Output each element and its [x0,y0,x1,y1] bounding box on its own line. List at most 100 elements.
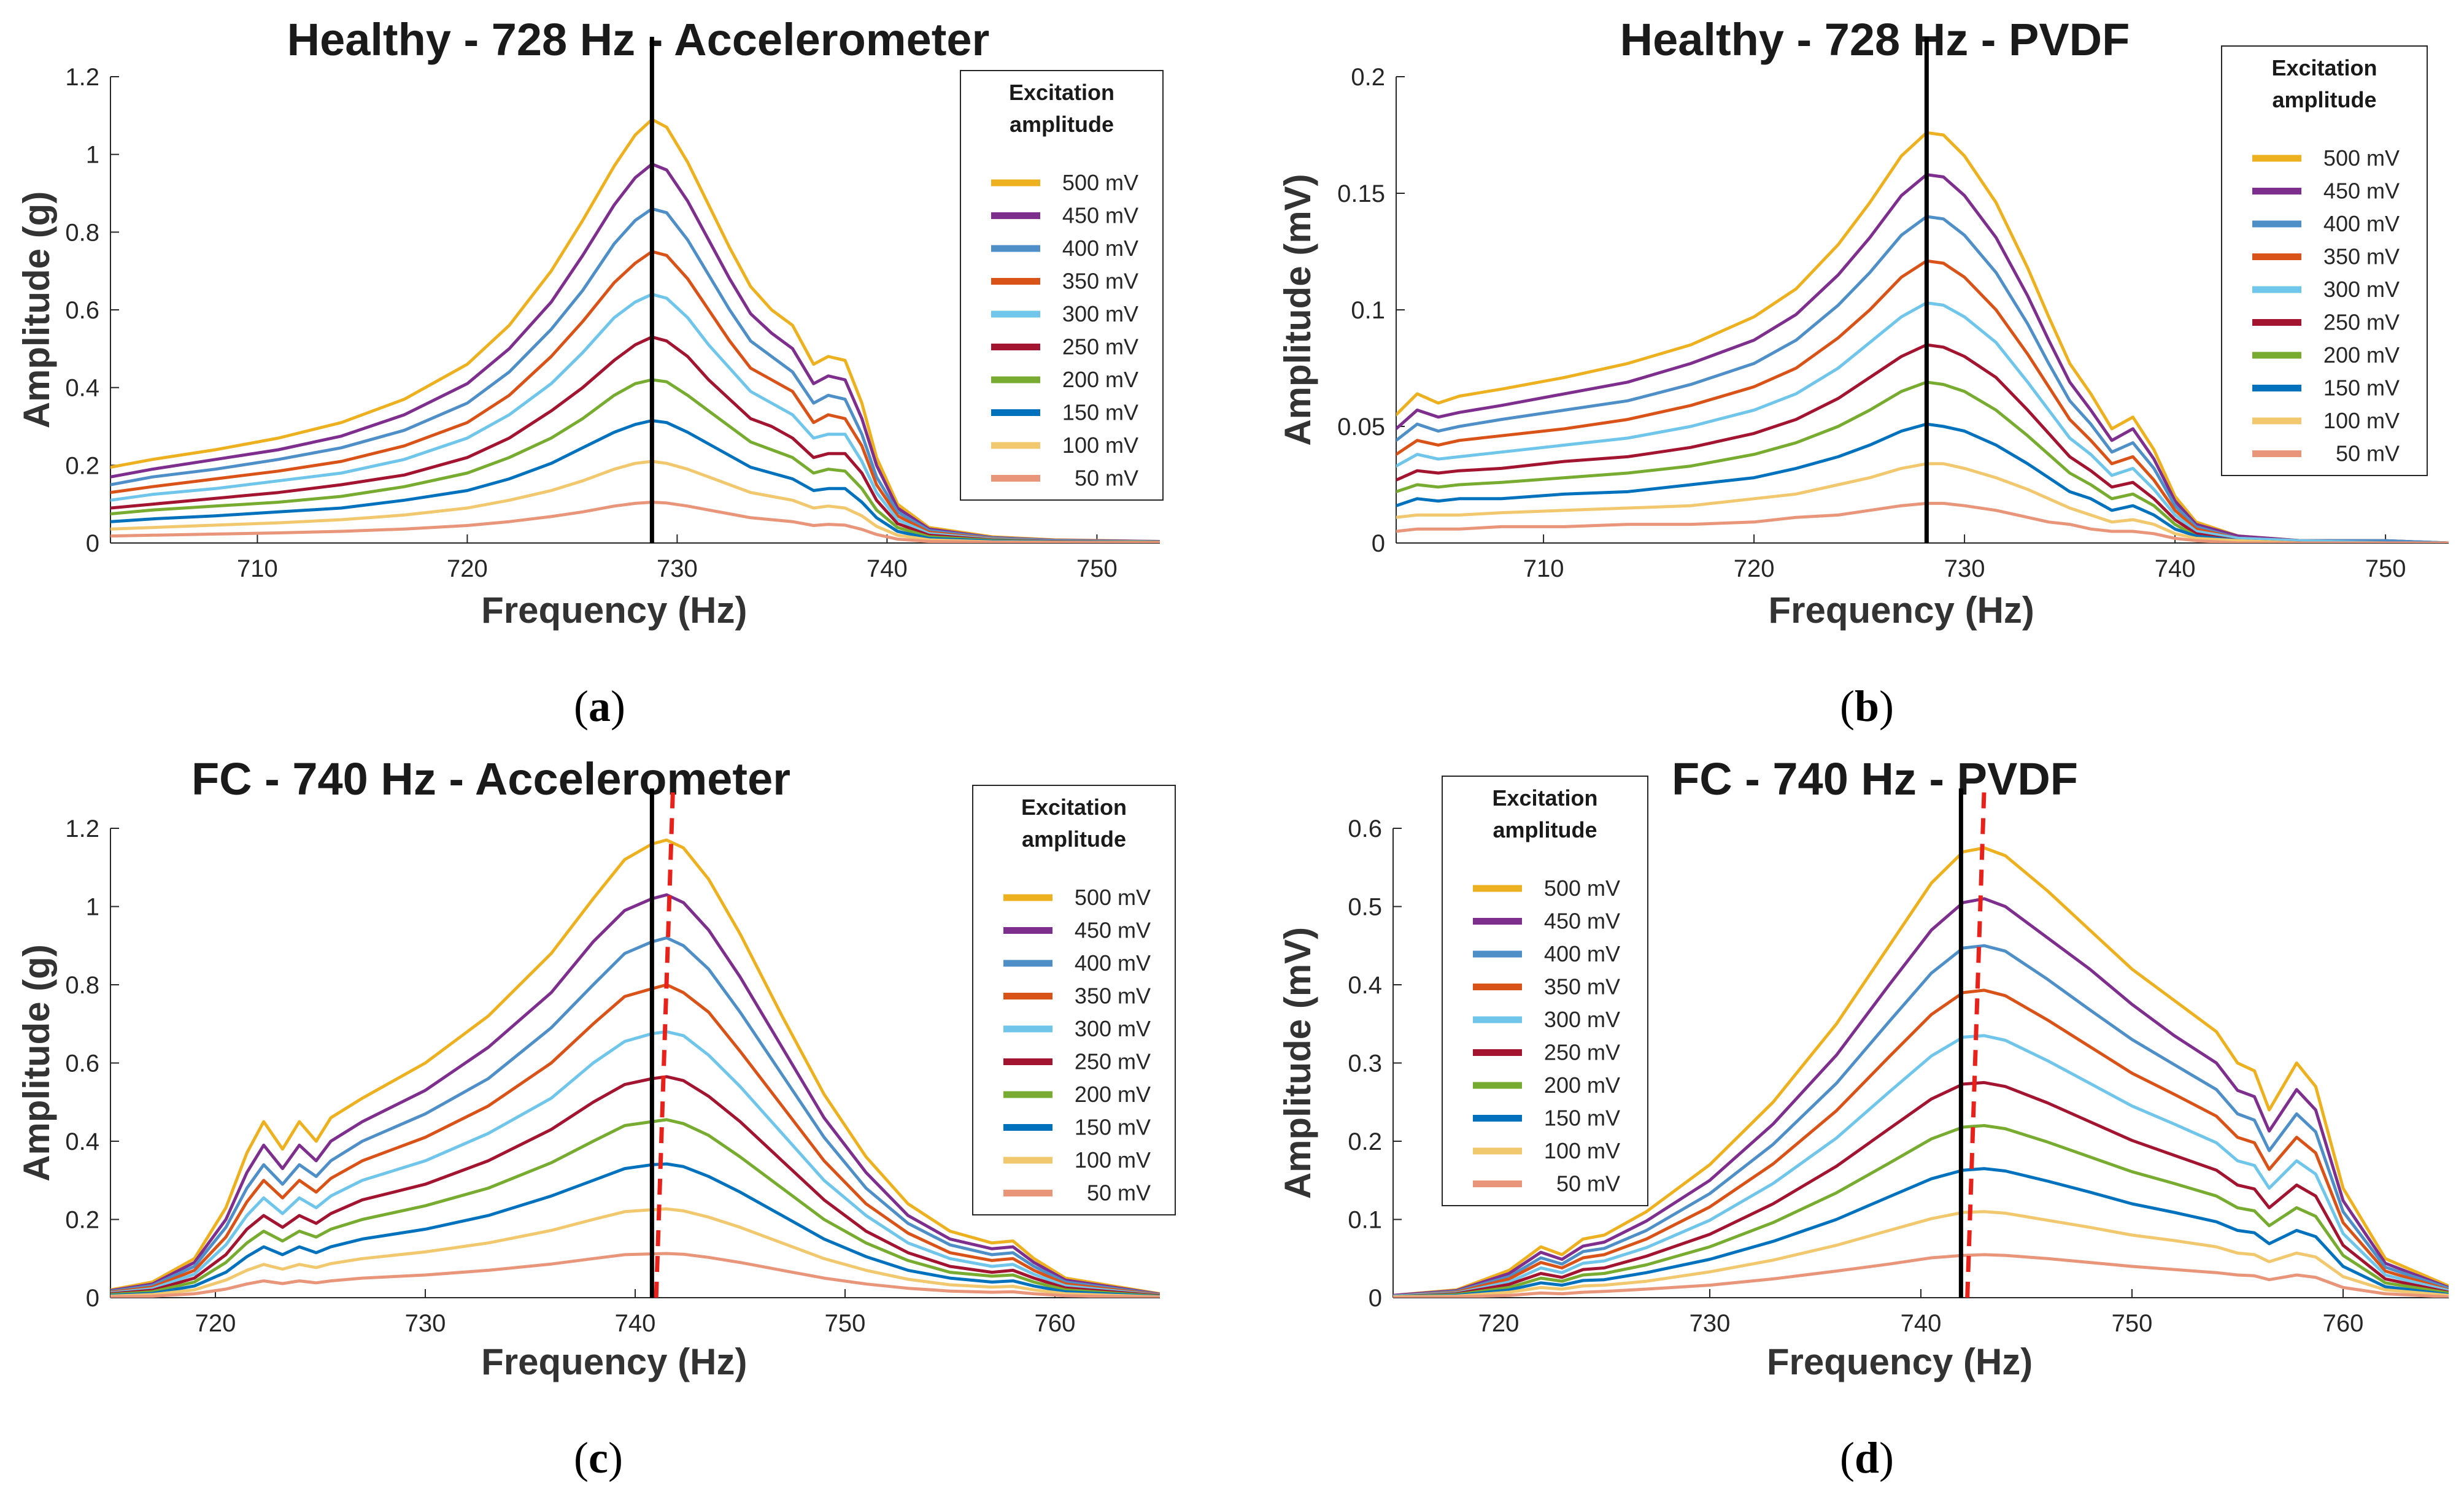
series-line-150mv [1396,422,2449,543]
y-tick-label: 0.8 [65,972,99,999]
legend-entry: 250 mV [1062,334,1138,360]
x-axis-label: Frequency (Hz) [1769,590,2034,631]
y-tick-label: 0.2 [1348,1128,1382,1155]
series-line-400mv [1393,944,2449,1298]
x-axis-label: Frequency (Hz) [481,590,747,631]
x-tick-label: 720 [1478,1310,1520,1337]
legend-entry: 450 mV [1544,909,1620,934]
series-line-450mv [1393,897,2449,1297]
legend-entry: 150 mV [1075,1115,1151,1140]
y-tick-label: 0.4 [1348,972,1382,999]
x-tick-label: 740 [2155,555,2196,582]
chart-b-svg: Healthy - 728 Hz - PVDF 0 0.05 0.1 0.15 0.2 71… [1277,14,2449,631]
legend-entry: 500 mV [1075,885,1151,910]
series-line-250mv [110,335,1160,543]
legend-entry: 250 mV [1075,1049,1151,1074]
caption-a: (a) [574,682,625,731]
chart-panel-a: Healthy - 728 Hz - Accelerometer 0 0.2 0.4 0… [0,0,1221,752]
legend-entry: 400 mV [1062,236,1138,261]
legend-entry: 350 mV [2323,244,2400,269]
caption-c: (c) [574,1433,623,1482]
y-tick-label: 0 [86,1285,99,1312]
x-tick-label: 750 [825,1310,866,1337]
y-axis-label: Amplitude (g) [16,944,57,1182]
legend-entry: 150 mV [1544,1106,1620,1131]
series-line-400mv [1396,215,2449,543]
series-line-150mv [1393,1167,2449,1298]
y-tick-label: 0.15 [1337,180,1385,207]
y-tick-label: 0.2 [65,452,99,479]
y-tick-label: 1 [86,142,99,169]
series-line-50mv [110,501,1160,543]
y-tick-label: 0.05 [1337,414,1385,441]
y-tick-label: 0.8 [65,219,99,246]
legend-entry: 500 mV [2323,145,2400,171]
series-line-50mv [1396,501,2449,543]
series-line-450mv [1396,173,2449,543]
legend-box [1442,776,1648,1206]
y-tick-label: 0.2 [1351,64,1385,91]
caption-b: (b) [1840,682,1894,731]
y-tick-label: 0.6 [1348,815,1382,842]
x-tick-label: 710 [237,555,278,582]
legend-title: Excitation [1492,785,1597,811]
y-tick-label: 1 [86,894,99,921]
x-tick-label: 730 [657,555,698,582]
legend-entry: 50 mV [1075,466,1138,491]
legend-entry: 250 mV [1544,1040,1620,1065]
series-line-350mv [1396,259,2449,543]
series-line-150mv [110,419,1160,543]
x-tick-label: 740 [615,1310,656,1337]
y-tick-label: 0.6 [65,297,99,324]
legend: Excitation amplitude 500 mV 450 mV 400 mV 350… [960,70,1164,501]
y-axis-label: Amplitude (g) [16,191,57,429]
chart-d-svg: FC - 740 Hz - PVDF 0 0.1 0.2 0.3 0.4 0.5 0.6 720… [1277,753,2449,1382]
x-axis-label: Frequency (Hz) [481,1341,747,1382]
y-tick-label: 1.2 [65,64,99,91]
legend-entry: 450 mV [1062,203,1138,228]
legend-entry: 300 mV [2323,277,2400,302]
y-tick-label: 0.2 [65,1207,99,1234]
legend-entry: 300 mV [1062,301,1138,326]
series-line-200mv [110,378,1160,543]
legend-subtitle: amplitude [1010,112,1114,137]
series-line-100mv [110,460,1160,543]
chart-title: Healthy - 728 Hz - PVDF [1620,14,2130,65]
series-line-350mv [110,250,1160,543]
legend-entry: 350 mV [1075,984,1151,1009]
y-tick-label: 0.1 [1351,297,1385,324]
series-line-50mv [1393,1253,2449,1298]
legend-subtitle: amplitude [2272,87,2376,112]
series-line-500mv [110,118,1160,543]
legend-entry: 50 mV [1087,1180,1151,1206]
series-group [1396,131,2449,543]
legend-entry: 100 mV [2323,408,2400,433]
x-tick-label: 750 [1076,555,1118,582]
series-group [110,118,1160,543]
legend-entry: 50 mV [1556,1171,1620,1196]
series-line-300mv [110,293,1160,543]
legend-entry: 200 mV [2323,342,2400,368]
x-tick-label: 730 [1690,1310,1731,1337]
series-line-250mv [1396,343,2449,543]
legend-entry: 200 mV [1062,367,1138,392]
x-tick-label: 750 [2365,555,2406,582]
chart-title: FC - 740 Hz - Accelerometer [191,753,790,804]
legend-entry: 100 mV [1544,1138,1620,1163]
series-line-300mv [110,1030,1160,1297]
legend-title: Excitation [2271,55,2377,80]
legend-entry: 500 mV [1544,876,1620,901]
y-tick-label: 0 [1369,1285,1382,1312]
legend-entry: 150 mV [1062,400,1138,425]
legend-subtitle: amplitude [1022,826,1126,852]
legend: Excitation amplitude 500 mV 450 mV 400 mV 350… [2221,45,2428,476]
y-tick-label: 0.4 [65,1128,99,1155]
legend-entry: 300 mV [1075,1016,1151,1041]
y-tick-label: 0.3 [1348,1050,1382,1077]
chart-panel-c: FC - 740 Hz - Accelerometer 0 0.2 0.4 0.6 0.8… [0,752,1221,1502]
y-tick-label: 0.4 [65,375,99,402]
y-tick-label: 0.1 [1348,1207,1382,1234]
x-tick-label: 740 [867,555,908,582]
series-line-200mv [1396,380,2449,543]
legend-entry: 500 mV [1062,170,1138,195]
